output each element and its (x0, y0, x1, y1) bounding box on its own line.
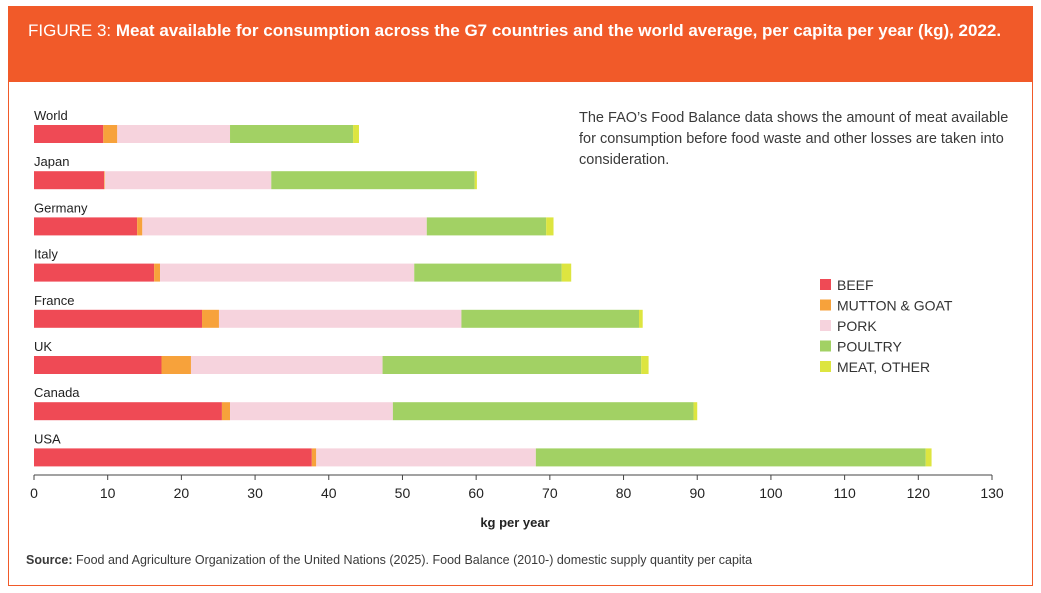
bar-italy-mutton-goat (154, 263, 161, 282)
bar-canada-poultry (392, 402, 694, 421)
figure-header: FIGURE 3: Meat available for consumption… (8, 6, 1033, 82)
category-label-uk: UK (34, 339, 52, 354)
x-tick-label-100: 100 (759, 485, 783, 501)
bar-usa-mutton-goat (311, 448, 317, 467)
bar-uk-poultry (382, 356, 642, 374)
bar-uk-meat-other (641, 356, 649, 374)
x-tick-label-30: 30 (247, 485, 263, 501)
bar-world-mutton-goat (103, 125, 118, 143)
bar-uk-pork (190, 356, 383, 374)
bar-usa-meat-other (925, 448, 932, 467)
bar-italy-poultry (414, 263, 562, 282)
figure-frame (8, 6, 1033, 586)
legend-label-meat-other: MEAT, OTHER (837, 359, 930, 375)
bar-japan-beef (34, 171, 105, 190)
x-tick-label-20: 20 (174, 485, 190, 501)
bar-germany-poultry (426, 217, 547, 236)
bar-germany-mutton-goat (137, 217, 143, 236)
bar-japan-poultry (271, 171, 475, 190)
bar-world-beef (34, 125, 104, 143)
legend-label-poultry: POULTRY (837, 339, 902, 355)
category-label-japan: Japan (34, 154, 69, 169)
chart-note: The FAO’s Food Balance data shows the am… (579, 110, 1009, 168)
category-label-france: France (34, 293, 74, 308)
bar-france-meat-other (639, 309, 643, 328)
bar-canada-pork (230, 402, 393, 421)
bar-germany-meat-other (546, 217, 554, 236)
legend-swatch-pork (820, 320, 831, 331)
source-text: Food and Agriculture Organization of the… (72, 553, 753, 567)
category-label-world: World (34, 108, 68, 123)
bar-germany-beef (34, 217, 138, 236)
bar-france-beef (34, 309, 203, 328)
bar-japan-meat-other (474, 171, 477, 190)
category-label-germany: Germany (34, 200, 88, 215)
bar-usa-poultry (535, 448, 926, 467)
bar-canada-beef (34, 402, 222, 421)
legend-swatch-mutton-goat (820, 299, 831, 311)
x-axis-title: kg per year (480, 515, 549, 530)
bar-france-pork (218, 309, 462, 328)
x-tick-label-110: 110 (833, 485, 856, 501)
category-label-italy: Italy (34, 247, 58, 262)
figure-label: FIGURE 3: (28, 21, 116, 40)
x-tick-label-130: 130 (980, 485, 1004, 501)
x-tick-label-80: 80 (616, 485, 632, 501)
bar-world-meat-other (353, 125, 359, 143)
bar-italy-pork (160, 263, 415, 282)
bar-japan-pork (104, 171, 272, 190)
bar-world-pork (117, 125, 231, 143)
bar-italy-meat-other (561, 263, 572, 282)
x-tick-label-40: 40 (321, 485, 337, 501)
x-tick-label-90: 90 (689, 485, 705, 501)
x-tick-label-120: 120 (907, 485, 931, 501)
bar-japan-mutton-goat (104, 171, 105, 190)
source-prefix: Source: (26, 553, 73, 567)
bar-world-poultry (230, 125, 354, 143)
figure-title: Meat available for consumption across th… (115, 21, 1002, 40)
legend-swatch-meat-other (820, 361, 831, 372)
bar-usa-beef (34, 448, 312, 467)
x-tick-label-10: 10 (100, 485, 116, 501)
legend-label-beef: BEEF (837, 277, 874, 293)
category-label-usa: USA (34, 431, 61, 446)
bar-canada-mutton-goat (221, 402, 231, 421)
legend-swatch-poultry (820, 340, 831, 352)
bar-uk-beef (34, 356, 162, 374)
x-tick-label-50: 50 (395, 485, 411, 501)
legend-swatch-beef (820, 279, 831, 290)
source-note: Source: Food and Agriculture Organizatio… (26, 553, 752, 567)
legend-label-pork: PORK (837, 318, 877, 334)
bar-germany-pork (142, 217, 427, 236)
category-label-canada: Canada (34, 385, 80, 400)
bar-italy-beef (34, 263, 155, 282)
legend-label-mutton-goat: MUTTON & GOAT (837, 298, 953, 314)
bar-france-mutton-goat (202, 309, 219, 328)
x-tick-label-60: 60 (468, 485, 484, 501)
bar-canada-meat-other (693, 402, 698, 421)
x-tick-label-0: 0 (30, 485, 38, 501)
bar-france-poultry (461, 309, 640, 328)
x-tick-label-70: 70 (542, 485, 558, 501)
bar-usa-pork (316, 448, 536, 467)
bar-uk-mutton-goat (161, 356, 191, 374)
